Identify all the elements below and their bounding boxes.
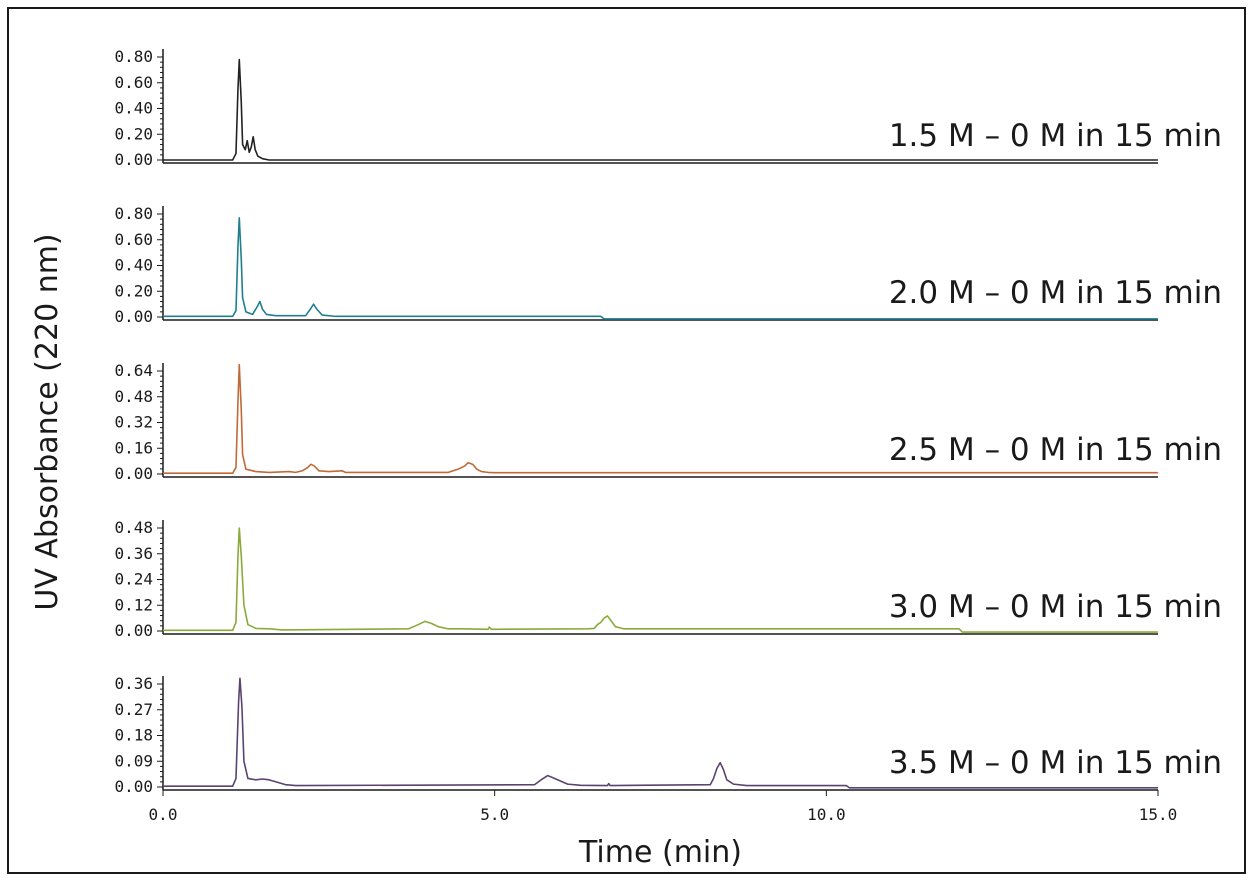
y-tick-label: 0.00 — [114, 150, 153, 169]
y-tick-label: 0.48 — [114, 387, 153, 406]
x-tick-label: 5.0 — [480, 805, 509, 824]
trace-series-5 — [163, 677, 1158, 789]
panel-1: 0.00 0.20 0.40 0.60 0.80 1.5 M – 0 M in 15 mi… — [114, 47, 1222, 169]
y-tick-label: 0.00 — [114, 621, 153, 640]
panel-label: 2.0 M – 0 M in 15 min — [889, 275, 1222, 311]
y-axis-title: UV Absorbance (220 nm) — [30, 233, 65, 610]
y-tick-label: 0.36 — [114, 544, 153, 563]
panel-2: 0.00 0.20 0.40 0.60 0.80 2.0 M – 0 M in 15 mi… — [114, 204, 1222, 326]
y-tick-label: 0.40 — [114, 256, 153, 275]
y-tick-label: 0.09 — [114, 751, 153, 770]
y-tick-label: 0.60 — [114, 230, 153, 249]
panel-3: 0.00 0.16 0.32 0.48 0.64 2.5 M – 0 M in 15 mi… — [114, 361, 1222, 483]
panel-label: 3.5 M – 0 M in 15 min — [889, 745, 1222, 781]
panel-label: 2.5 M – 0 M in 15 min — [889, 432, 1222, 468]
panel-label: 3.0 M – 0 M in 15 min — [889, 589, 1222, 625]
y-tick-label: 0.80 — [114, 47, 153, 66]
y-tick-label: 0.27 — [114, 700, 153, 719]
y-tick-label: 0.24 — [114, 570, 153, 589]
panel-label: 1.5 M – 0 M in 15 min — [889, 118, 1222, 154]
figure-border — [7, 7, 1246, 874]
y-tick-label: 0.12 — [114, 595, 153, 614]
y-tick-label: 0.20 — [114, 281, 153, 300]
x-tick-label: 15.0 — [1139, 805, 1178, 824]
y-tick-label: 0.60 — [114, 73, 153, 92]
x-tick-label: 10.0 — [807, 805, 846, 824]
trace-series-1 — [163, 58, 1158, 161]
panel-4: 0.00 0.12 0.24 0.36 0.48 3.0 M – 0 M in 15 mi… — [114, 518, 1222, 640]
y-tick-label: 0.16 — [114, 438, 153, 457]
y-tick-label: 0.48 — [114, 518, 153, 537]
y-tick-label: 0.00 — [114, 464, 153, 483]
y-tick-label: 0.36 — [114, 674, 153, 693]
y-tick-label: 0.32 — [114, 413, 153, 432]
y-tick-label: 0.64 — [114, 361, 153, 380]
y-tick-label: 0.20 — [114, 124, 153, 143]
x-axis-title: Time (min) — [578, 835, 742, 870]
y-tick-label: 0.40 — [114, 99, 153, 118]
trace-series-3 — [163, 363, 1158, 474]
trace-series-2 — [163, 217, 1158, 320]
panel-5: 0.00 0.09 0.18 0.27 0.36 3.5 M – 0 M in 15 mi… — [114, 674, 1222, 796]
y-tick-label: 0.18 — [114, 726, 153, 745]
y-tick-label: 0.00 — [114, 307, 153, 326]
x-tick-label: 0.0 — [149, 805, 178, 824]
x-axis: 0.0 5.0 10.0 15.0 — [149, 790, 1178, 824]
y-tick-label: 0.80 — [114, 204, 153, 223]
y-tick-label: 0.00 — [114, 777, 153, 796]
panels-group: 0.00 0.20 0.40 0.60 0.80 1.5 M – 0 M in 15 mi… — [114, 47, 1222, 796]
trace-series-4 — [163, 527, 1158, 633]
